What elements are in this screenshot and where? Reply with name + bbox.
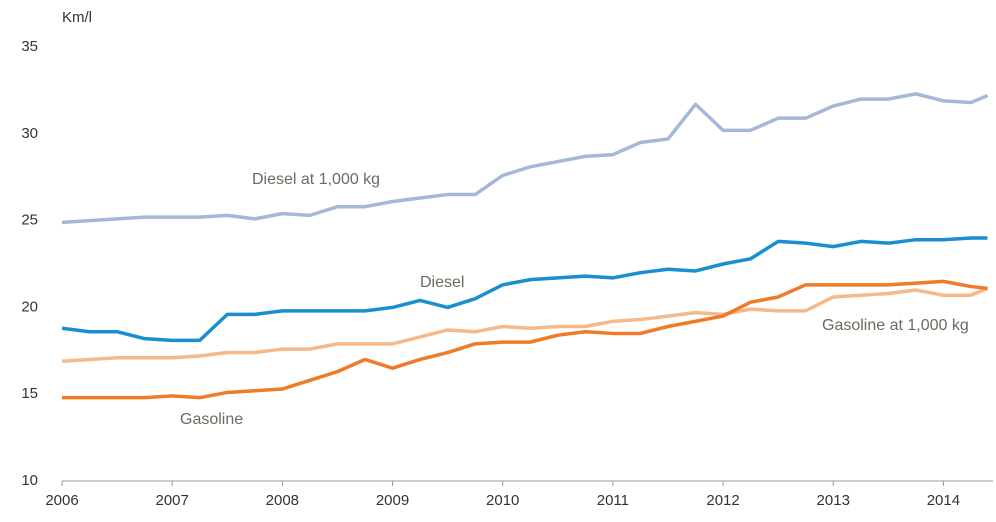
series-line <box>62 279 988 400</box>
y-tick-label: 10 <box>21 472 38 489</box>
x-tick-label: 2010 <box>486 492 519 509</box>
series-line <box>61 286 989 363</box>
series-label: Diesel <box>420 274 464 291</box>
y-tick-label: 25 <box>21 212 38 229</box>
y-tick-label: 20 <box>21 298 38 315</box>
y-tick-label: 35 <box>21 38 38 55</box>
series-label: Diesel at 1,000 kg <box>252 171 380 188</box>
x-tick-label: 2009 <box>376 492 409 509</box>
y-tick-label: 30 <box>21 125 38 142</box>
x-tick-label: 2006 <box>45 492 78 509</box>
x-tick-label: 2014 <box>927 492 960 509</box>
y-unit-label: Km/l <box>62 9 92 26</box>
x-tick-label: 2007 <box>155 492 188 509</box>
x-tick-label: 2008 <box>266 492 299 509</box>
series-line <box>61 236 988 343</box>
series-label: Gasoline at 1,000 kg <box>822 317 969 334</box>
x-tick-label: 2012 <box>706 492 739 509</box>
series-line <box>61 92 989 225</box>
x-tick-label: 2013 <box>817 492 850 509</box>
x-tick-label: 2011 <box>597 492 629 509</box>
series-label: Gasoline <box>180 411 243 428</box>
y-tick-label: 15 <box>21 385 38 402</box>
